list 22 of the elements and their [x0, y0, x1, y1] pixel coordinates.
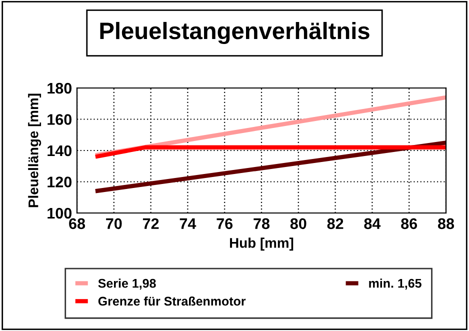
y-tick-label: 120: [48, 176, 72, 188]
x-tick-label: 74: [180, 218, 196, 229]
x-tick-label: 80: [290, 218, 306, 230]
x-tick-label: 86: [401, 218, 418, 230]
chart-title: Pleuelstangenverhältnis: [100, 22, 370, 44]
y-tick-label: 160: [48, 114, 72, 125]
x-tick-label: 78: [254, 218, 270, 230]
x-tick-label: 88: [438, 218, 454, 230]
x-tick-label: 84: [364, 218, 381, 230]
y-tick-label: 140: [48, 145, 72, 156]
legend-label: Serie 1,98: [98, 278, 156, 290]
y-tick-label: 180: [48, 82, 72, 94]
y-axis-title: Pleuellänge [mm]: [28, 94, 42, 208]
legend-label: min. 1,65: [369, 278, 422, 290]
x-tick-label: 70: [106, 218, 122, 230]
y-tick-label: 100: [48, 208, 72, 219]
legend-label: Grenze für Straßenmotor: [98, 296, 246, 306]
x-axis-title: Hub [mm]: [230, 238, 294, 251]
x-tick-label: 72: [142, 218, 159, 229]
x-tick-label: 68: [69, 218, 86, 230]
x-tick-label: 76: [216, 218, 233, 230]
x-tick-label: 82: [327, 218, 344, 230]
